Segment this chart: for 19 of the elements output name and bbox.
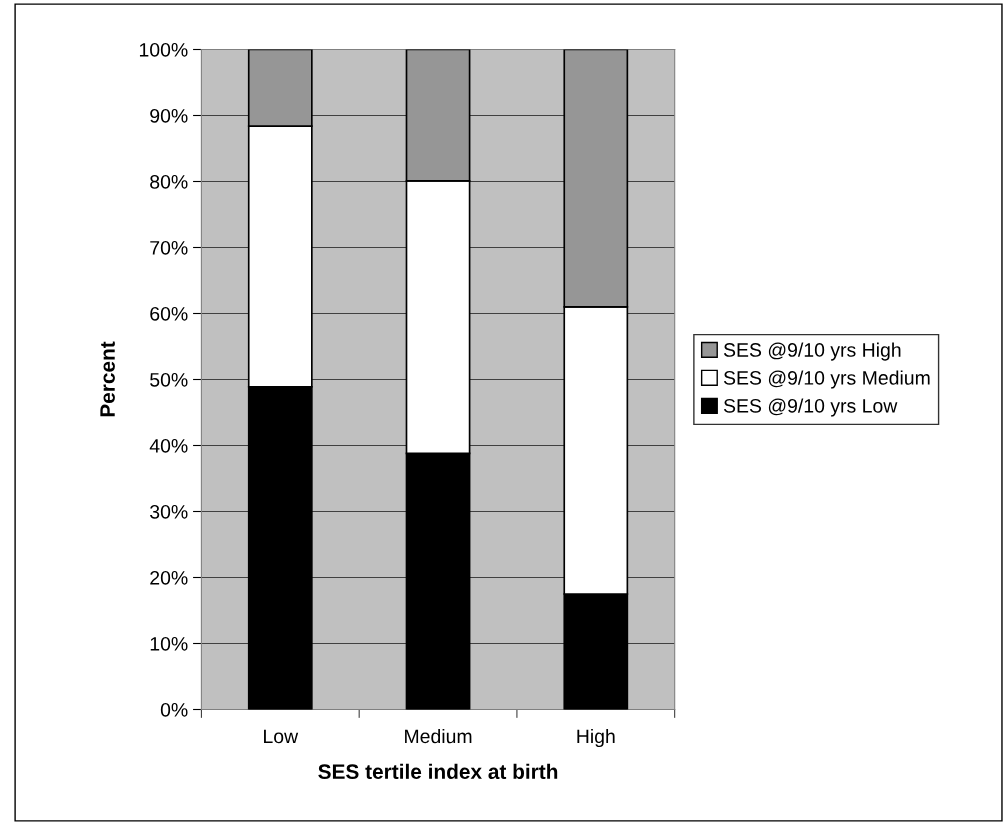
y-axis-title: Percent xyxy=(100,341,115,417)
x-tick-label: Low xyxy=(264,729,299,744)
legend-label: SES @9/10 yrs Low xyxy=(723,398,898,417)
y-tick-label: 80% xyxy=(150,174,188,189)
y-tick-label: 0% xyxy=(160,702,188,717)
y-tick-label: 50% xyxy=(150,372,188,387)
y-tick-label: 90% xyxy=(150,108,188,123)
x-axis-title: SES tertile index at birth xyxy=(318,763,558,780)
legend-label: SES @9/10 yrs High xyxy=(723,342,901,361)
y-tick-label: 10% xyxy=(150,636,188,651)
legend-label: SES @9/10 yrs Medium xyxy=(723,370,930,389)
x-tick-label: Medium xyxy=(405,728,472,744)
y-tick-label: 20% xyxy=(150,570,188,585)
y-tick-label: 60% xyxy=(150,306,188,321)
y-tick-label: 70% xyxy=(150,240,188,255)
y-tick-label: 30% xyxy=(150,504,188,519)
x-tick-label: High xyxy=(577,728,615,748)
y-tick-label: 40% xyxy=(149,438,188,453)
y-tick-label: 100% xyxy=(139,42,188,57)
